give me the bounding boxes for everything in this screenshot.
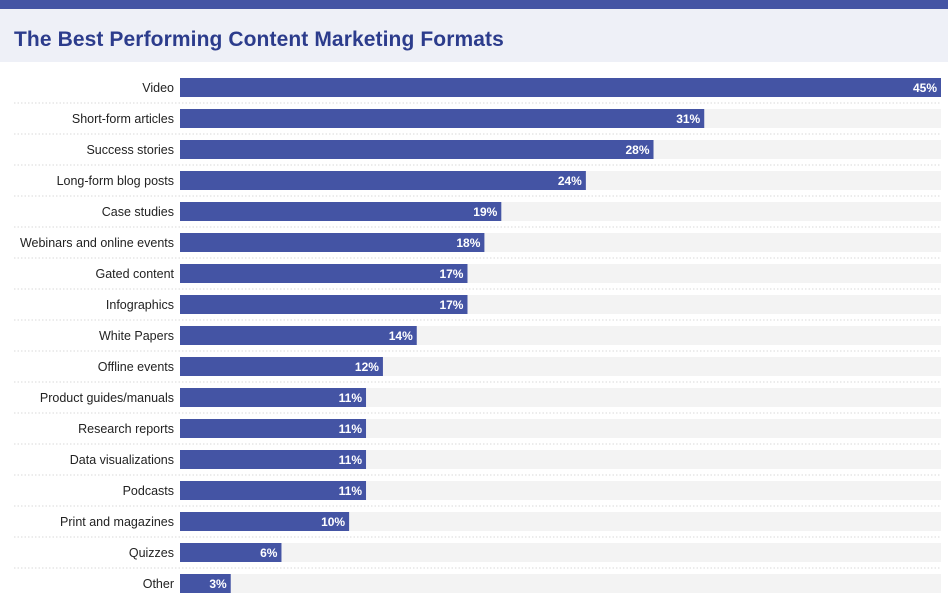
bar-track [180,419,941,438]
bar [180,140,654,159]
category-label: Success stories [86,143,174,157]
data-label: 11% [339,484,363,498]
data-label: 11% [339,391,363,405]
data-label: 11% [339,422,363,436]
data-label: 11% [339,453,363,467]
bar [180,450,367,469]
data-label: 14% [389,329,413,343]
chart-title: The Best Performing Content Marketing Fo… [14,28,504,51]
category-label: Podcasts [123,484,174,498]
bar [180,202,502,221]
bar-track [180,512,941,531]
bar [180,574,231,593]
bar [180,264,468,283]
bar [180,388,367,407]
category-label: Print and magazines [60,515,174,529]
bar [180,512,350,531]
bar [180,295,468,314]
chart-header: The Best Performing Content Marketing Fo… [0,9,948,62]
category-label: Webinars and online events [20,236,174,250]
bar-chart: Video 45% Short-form articles 31% Success st… [14,78,941,593]
bar [180,357,383,376]
category-label: White Papers [99,329,174,343]
category-label: Research reports [78,422,174,436]
bar [180,543,282,562]
bar-track [180,450,941,469]
data-label: 12% [355,360,379,374]
data-label: 17% [439,298,463,312]
bar [180,233,485,252]
category-label: Product guides/manuals [40,391,174,405]
category-label: Other [143,577,174,591]
data-label: 19% [473,205,497,219]
bar-track [180,481,941,500]
bar [180,171,586,190]
category-label: Gated content [95,267,174,281]
bar [180,326,417,345]
data-label: 31% [676,112,700,126]
category-label: Infographics [106,298,174,312]
data-label: 18% [456,236,480,250]
bar-track [180,388,941,407]
bar-track [180,574,941,593]
data-label: 45% [913,81,937,95]
data-label: 10% [321,515,345,529]
data-label: 6% [260,546,278,560]
category-label: Video [142,81,174,95]
data-label: 28% [625,143,649,157]
top-accent-stripe [0,0,948,9]
bar-track [180,543,941,562]
bar [180,419,367,438]
category-label: Quizzes [129,546,174,560]
category-label: Offline events [98,360,174,374]
data-label: 3% [209,577,227,591]
data-label: 17% [439,267,463,281]
bar [180,481,367,500]
category-label: Data visualizations [70,453,174,467]
category-label: Case studies [102,205,174,219]
bar [180,78,941,97]
bar [180,109,705,128]
data-label: 24% [558,174,582,188]
category-label: Short-form articles [72,112,174,126]
category-label: Long-form blog posts [57,174,174,188]
